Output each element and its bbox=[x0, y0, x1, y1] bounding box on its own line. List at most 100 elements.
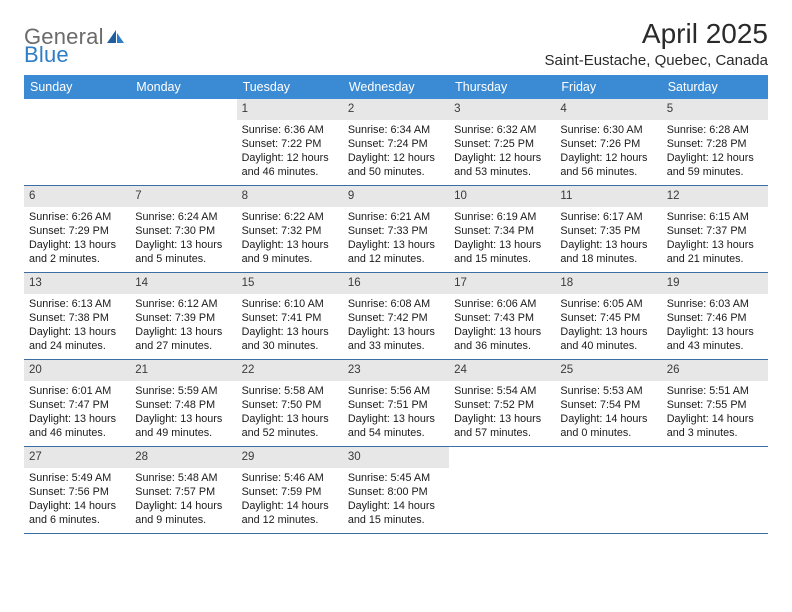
day-number: 1 bbox=[237, 99, 343, 120]
day-number: 25 bbox=[555, 360, 661, 381]
day-cell bbox=[555, 447, 661, 533]
daylight-text: Daylight: 13 hours and 27 minutes. bbox=[135, 325, 231, 353]
daylight-text: Daylight: 13 hours and 9 minutes. bbox=[242, 238, 338, 266]
daylight-text: Daylight: 13 hours and 33 minutes. bbox=[348, 325, 444, 353]
day-cell: 17Sunrise: 6:06 AMSunset: 7:43 PMDayligh… bbox=[449, 273, 555, 359]
daylight-text: Daylight: 13 hours and 24 minutes. bbox=[29, 325, 125, 353]
day-body: Sunrise: 6:30 AMSunset: 7:26 PMDaylight:… bbox=[555, 120, 661, 185]
week-row: 27Sunrise: 5:49 AMSunset: 7:56 PMDayligh… bbox=[24, 447, 768, 534]
sunset-text: Sunset: 7:22 PM bbox=[242, 137, 338, 151]
sunrise-text: Sunrise: 6:24 AM bbox=[135, 210, 231, 224]
day-body: Sunrise: 6:12 AMSunset: 7:39 PMDaylight:… bbox=[130, 294, 236, 359]
day-cell bbox=[449, 447, 555, 533]
sunrise-text: Sunrise: 6:19 AM bbox=[454, 210, 550, 224]
day-cell: 9Sunrise: 6:21 AMSunset: 7:33 PMDaylight… bbox=[343, 186, 449, 272]
sunrise-text: Sunrise: 5:59 AM bbox=[135, 384, 231, 398]
day-number: 15 bbox=[237, 273, 343, 294]
daylight-text: Daylight: 13 hours and 21 minutes. bbox=[667, 238, 763, 266]
sunrise-text: Sunrise: 5:51 AM bbox=[667, 384, 763, 398]
day-body: Sunrise: 6:36 AMSunset: 7:22 PMDaylight:… bbox=[237, 120, 343, 185]
header: General Blue April 2025 Saint-Eustache, … bbox=[24, 18, 768, 69]
day-cell bbox=[24, 99, 130, 185]
day-cell: 25Sunrise: 5:53 AMSunset: 7:54 PMDayligh… bbox=[555, 360, 661, 446]
sunrise-text: Sunrise: 6:03 AM bbox=[667, 297, 763, 311]
day-body: Sunrise: 6:21 AMSunset: 7:33 PMDaylight:… bbox=[343, 207, 449, 272]
day-header-tue: Tuesday bbox=[237, 75, 343, 99]
sunset-text: Sunset: 7:47 PM bbox=[29, 398, 125, 412]
day-cell: 27Sunrise: 5:49 AMSunset: 7:56 PMDayligh… bbox=[24, 447, 130, 533]
day-cell: 10Sunrise: 6:19 AMSunset: 7:34 PMDayligh… bbox=[449, 186, 555, 272]
day-cell: 8Sunrise: 6:22 AMSunset: 7:32 PMDaylight… bbox=[237, 186, 343, 272]
day-body: Sunrise: 5:59 AMSunset: 7:48 PMDaylight:… bbox=[130, 381, 236, 446]
day-number: 21 bbox=[130, 360, 236, 381]
sunrise-text: Sunrise: 5:58 AM bbox=[242, 384, 338, 398]
day-cell: 15Sunrise: 6:10 AMSunset: 7:41 PMDayligh… bbox=[237, 273, 343, 359]
day-body: Sunrise: 6:26 AMSunset: 7:29 PMDaylight:… bbox=[24, 207, 130, 272]
day-number: 13 bbox=[24, 273, 130, 294]
sunset-text: Sunset: 7:46 PM bbox=[667, 311, 763, 325]
title-block: April 2025 Saint-Eustache, Quebec, Canad… bbox=[545, 18, 768, 69]
day-cell: 26Sunrise: 5:51 AMSunset: 7:55 PMDayligh… bbox=[662, 360, 768, 446]
sunrise-text: Sunrise: 6:21 AM bbox=[348, 210, 444, 224]
sunset-text: Sunset: 7:38 PM bbox=[29, 311, 125, 325]
sunset-text: Sunset: 7:51 PM bbox=[348, 398, 444, 412]
logo-blue-text: Blue bbox=[24, 42, 69, 68]
day-cell: 20Sunrise: 6:01 AMSunset: 7:47 PMDayligh… bbox=[24, 360, 130, 446]
brand-logo: General Blue bbox=[24, 18, 126, 68]
day-body: Sunrise: 6:34 AMSunset: 7:24 PMDaylight:… bbox=[343, 120, 449, 185]
sunset-text: Sunset: 7:48 PM bbox=[135, 398, 231, 412]
daylight-text: Daylight: 13 hours and 12 minutes. bbox=[348, 238, 444, 266]
sunrise-text: Sunrise: 5:56 AM bbox=[348, 384, 444, 398]
day-number: 29 bbox=[237, 447, 343, 468]
day-number: 19 bbox=[662, 273, 768, 294]
day-number: 30 bbox=[343, 447, 449, 468]
sunset-text: Sunset: 7:50 PM bbox=[242, 398, 338, 412]
page: General Blue April 2025 Saint-Eustache, … bbox=[0, 0, 792, 534]
day-body: Sunrise: 5:58 AMSunset: 7:50 PMDaylight:… bbox=[237, 381, 343, 446]
day-number: 8 bbox=[237, 186, 343, 207]
daylight-text: Daylight: 14 hours and 15 minutes. bbox=[348, 499, 444, 527]
sunset-text: Sunset: 7:37 PM bbox=[667, 224, 763, 238]
day-body: Sunrise: 6:01 AMSunset: 7:47 PMDaylight:… bbox=[24, 381, 130, 446]
day-number: 20 bbox=[24, 360, 130, 381]
week-row: 6Sunrise: 6:26 AMSunset: 7:29 PMDaylight… bbox=[24, 186, 768, 273]
logo-sail-icon bbox=[106, 24, 126, 49]
day-cell: 28Sunrise: 5:48 AMSunset: 7:57 PMDayligh… bbox=[130, 447, 236, 533]
day-body: Sunrise: 6:24 AMSunset: 7:30 PMDaylight:… bbox=[130, 207, 236, 272]
day-number: 27 bbox=[24, 447, 130, 468]
sunset-text: Sunset: 7:57 PM bbox=[135, 485, 231, 499]
day-header-thu: Thursday bbox=[449, 75, 555, 99]
daylight-text: Daylight: 13 hours and 43 minutes. bbox=[667, 325, 763, 353]
daylight-text: Daylight: 12 hours and 53 minutes. bbox=[454, 151, 550, 179]
sunrise-text: Sunrise: 6:26 AM bbox=[29, 210, 125, 224]
day-number: 24 bbox=[449, 360, 555, 381]
sunset-text: Sunset: 7:45 PM bbox=[560, 311, 656, 325]
sunset-text: Sunset: 7:32 PM bbox=[242, 224, 338, 238]
day-header-mon: Monday bbox=[130, 75, 236, 99]
day-body: Sunrise: 5:51 AMSunset: 7:55 PMDaylight:… bbox=[662, 381, 768, 446]
daylight-text: Daylight: 12 hours and 56 minutes. bbox=[560, 151, 656, 179]
day-body: Sunrise: 5:53 AMSunset: 7:54 PMDaylight:… bbox=[555, 381, 661, 446]
day-body: Sunrise: 5:48 AMSunset: 7:57 PMDaylight:… bbox=[130, 468, 236, 533]
sunrise-text: Sunrise: 6:15 AM bbox=[667, 210, 763, 224]
sunrise-text: Sunrise: 5:48 AM bbox=[135, 471, 231, 485]
day-number: 17 bbox=[449, 273, 555, 294]
sunset-text: Sunset: 7:26 PM bbox=[560, 137, 656, 151]
sunrise-text: Sunrise: 5:53 AM bbox=[560, 384, 656, 398]
daylight-text: Daylight: 12 hours and 50 minutes. bbox=[348, 151, 444, 179]
day-cell bbox=[130, 99, 236, 185]
sunrise-text: Sunrise: 6:12 AM bbox=[135, 297, 231, 311]
sunset-text: Sunset: 7:24 PM bbox=[348, 137, 444, 151]
day-number: 18 bbox=[555, 273, 661, 294]
daylight-text: Daylight: 13 hours and 52 minutes. bbox=[242, 412, 338, 440]
day-cell: 12Sunrise: 6:15 AMSunset: 7:37 PMDayligh… bbox=[662, 186, 768, 272]
sunset-text: Sunset: 7:55 PM bbox=[667, 398, 763, 412]
day-number: 9 bbox=[343, 186, 449, 207]
daylight-text: Daylight: 14 hours and 12 minutes. bbox=[242, 499, 338, 527]
sunrise-text: Sunrise: 6:36 AM bbox=[242, 123, 338, 137]
sunset-text: Sunset: 7:29 PM bbox=[29, 224, 125, 238]
day-cell: 16Sunrise: 6:08 AMSunset: 7:42 PMDayligh… bbox=[343, 273, 449, 359]
sunrise-text: Sunrise: 5:46 AM bbox=[242, 471, 338, 485]
sunset-text: Sunset: 7:28 PM bbox=[667, 137, 763, 151]
day-number: 11 bbox=[555, 186, 661, 207]
